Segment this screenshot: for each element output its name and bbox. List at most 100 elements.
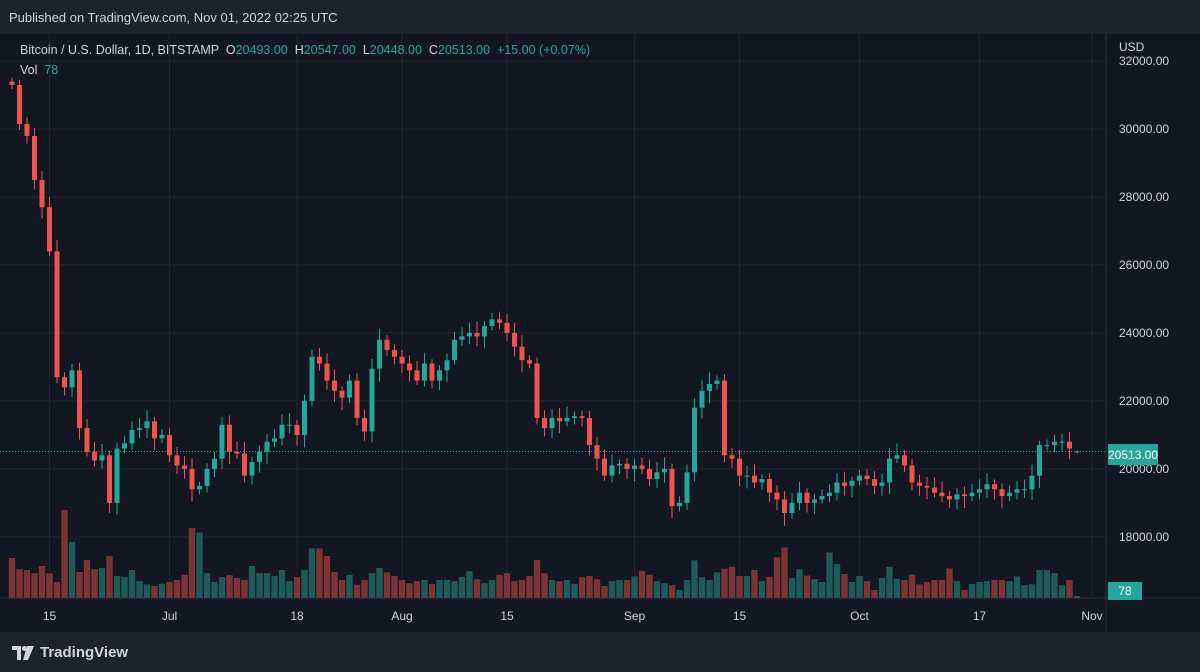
candle-body <box>932 487 937 493</box>
candle-body <box>317 356 322 364</box>
volume-bar <box>548 580 556 598</box>
candle-body <box>144 421 150 429</box>
candle-body <box>384 339 390 350</box>
volume-bar <box>751 570 758 598</box>
volume-bar <box>196 532 203 598</box>
candle-body <box>774 492 780 500</box>
candle-body <box>684 472 690 503</box>
candle-body <box>527 360 532 364</box>
last-price-tag: 20513.00 <box>1108 444 1158 465</box>
x-tick-label: Sep <box>624 609 646 623</box>
volume-bar <box>383 572 391 598</box>
candle-body <box>159 434 165 439</box>
chart-area[interactable]: USD 32000.00 30000.00 28000.00 26000.00 2400… <box>0 34 1200 632</box>
volume-bar <box>593 579 601 598</box>
x-tick-label: Aug <box>391 609 412 623</box>
tradingview-logo[interactable]: TradingView <box>12 644 128 661</box>
volume-bar <box>968 584 976 598</box>
candle-body <box>587 417 592 446</box>
candle-body <box>924 485 930 488</box>
volume-bar <box>233 578 241 598</box>
candle-body <box>482 326 487 337</box>
candle-body <box>767 479 772 493</box>
candle-body <box>1007 492 1012 497</box>
volume-bar <box>376 568 383 598</box>
price-axis[interactable]: USD 32000.00 30000.00 28000.00 26000.00 2400… <box>1119 40 1169 544</box>
candle-body <box>1044 445 1050 447</box>
volume-bar <box>563 580 571 598</box>
volume-bar <box>766 576 773 598</box>
volume-bar <box>53 582 61 598</box>
candle-body <box>737 458 742 476</box>
candle-body <box>909 465 915 483</box>
volume-bar <box>713 572 721 598</box>
volume-bar <box>473 579 481 598</box>
volume-bar <box>758 581 766 598</box>
volume-bar <box>428 584 436 598</box>
volume-bar <box>796 569 803 598</box>
candle-body <box>542 417 547 429</box>
volume-bar <box>1073 596 1081 598</box>
candle-body <box>459 336 465 340</box>
volume-bar <box>241 580 248 598</box>
volume-bar <box>721 568 728 598</box>
candlestick-chart[interactable]: USD 32000.00 30000.00 28000.00 26000.00 2400… <box>0 34 1200 632</box>
volume-bar <box>38 566 46 598</box>
time-axis[interactable]: 15 Jul 18 Aug 15 Sep 15 Oct 17 Nov <box>43 609 1103 623</box>
candle-body <box>474 332 480 337</box>
candle-body <box>699 390 705 408</box>
candle-body <box>744 475 750 477</box>
volume-bar <box>601 586 608 598</box>
volume-bar <box>608 581 616 598</box>
candle-body <box>242 453 247 476</box>
candle-body <box>302 400 307 435</box>
symbol-title[interactable]: Bitcoin / U.S. Dollar, 1D, BITSTAMP <box>20 43 219 57</box>
volume-bar <box>338 580 346 598</box>
volume-bar <box>143 584 151 598</box>
volume-bar <box>646 574 653 598</box>
candle-body <box>467 332 472 337</box>
volume-bar <box>398 580 406 598</box>
candle-body <box>182 465 187 469</box>
candle-body <box>624 463 630 469</box>
candle-body <box>47 207 52 252</box>
candle-body <box>1067 441 1072 449</box>
volume-bar <box>68 542 76 598</box>
volume-bar <box>736 576 743 598</box>
candle-body <box>677 502 682 507</box>
y-tick-label: 24000.00 <box>1119 326 1169 340</box>
volume-bar <box>983 581 991 598</box>
x-tick-label: 15 <box>733 609 747 623</box>
volume-bar <box>668 585 676 598</box>
volume-label[interactable]: Vol <box>20 63 38 77</box>
candle-body <box>842 482 847 486</box>
volume-bar <box>211 582 218 598</box>
top-bar: Published on TradingView.com, Nov 01, 20… <box>0 0 1200 34</box>
candle-body <box>24 124 30 136</box>
volume-bar <box>961 590 968 598</box>
candle-body <box>812 499 817 503</box>
volume-bar <box>811 579 818 598</box>
y-tick-label: 28000.00 <box>1119 190 1169 204</box>
volume-bar <box>106 556 113 598</box>
candle-body <box>827 492 832 497</box>
volume-bar <box>586 576 593 598</box>
volume-bar <box>541 573 548 598</box>
candle-body <box>489 319 495 327</box>
volume-bar <box>946 568 953 598</box>
volume-bar <box>991 580 998 598</box>
volume-bar <box>571 584 578 598</box>
published-text: Published on TradingView.com, Nov 01, 20… <box>9 10 338 25</box>
candle-body <box>362 417 367 432</box>
volume-bar <box>443 580 451 598</box>
candle-body <box>369 368 375 432</box>
candle-body <box>984 484 990 490</box>
candle-body <box>1037 445 1042 476</box>
candle-body <box>714 380 720 384</box>
volume-bar <box>953 581 961 598</box>
volume-bar <box>773 557 781 598</box>
volume-value: 78 <box>44 63 59 77</box>
candle-body <box>804 492 810 503</box>
candle-body <box>497 319 502 323</box>
candle-body <box>1059 441 1065 443</box>
